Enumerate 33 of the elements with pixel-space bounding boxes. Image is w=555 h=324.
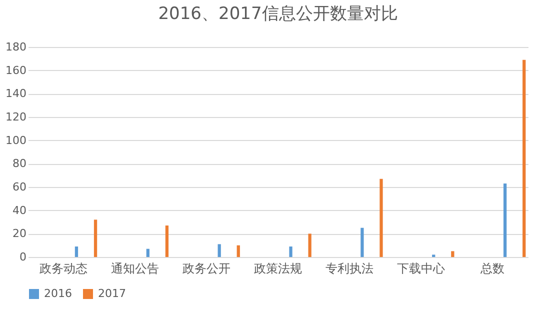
y-tick-label: 180 [6, 40, 26, 54]
y-tick-label: 60 [12, 180, 26, 194]
y-tick-label: 100 [6, 134, 26, 147]
x-tick-label: 政策法规 [254, 262, 302, 276]
bar [451, 251, 454, 257]
y-tick-label: 80 [12, 157, 26, 170]
y-tick-label: 40 [12, 204, 26, 217]
y-tick-label: 140 [6, 87, 26, 100]
chart-title: 2016、2017信息公开数量对比 [158, 4, 398, 24]
bar [289, 246, 292, 257]
bar [380, 178, 383, 257]
x-tick-label: 专利执法 [325, 262, 374, 276]
legend-label: 2017 [98, 287, 126, 300]
bar [308, 234, 312, 257]
bar [218, 244, 221, 257]
bar [503, 184, 507, 257]
bar [94, 220, 98, 257]
y-tick-label: 160 [6, 64, 26, 77]
bar [360, 228, 364, 257]
bar [522, 60, 526, 257]
bar [74, 246, 78, 257]
x-tick-label: 下载中心 [396, 262, 445, 276]
y-tick-label: 20 [12, 227, 26, 240]
bar [236, 245, 240, 257]
x-tick-label: 政务动态 [40, 262, 88, 276]
x-tick-label: 总数 [479, 262, 504, 276]
bar [146, 248, 150, 257]
y-tick-label: 120 [6, 110, 26, 124]
bar [165, 226, 169, 257]
x-tick-label: 政务公开 [182, 262, 231, 276]
y-tick-label: 0 [20, 250, 26, 264]
legend-label: 2016 [44, 287, 72, 300]
x-tick-label: 通知公告 [111, 262, 160, 276]
